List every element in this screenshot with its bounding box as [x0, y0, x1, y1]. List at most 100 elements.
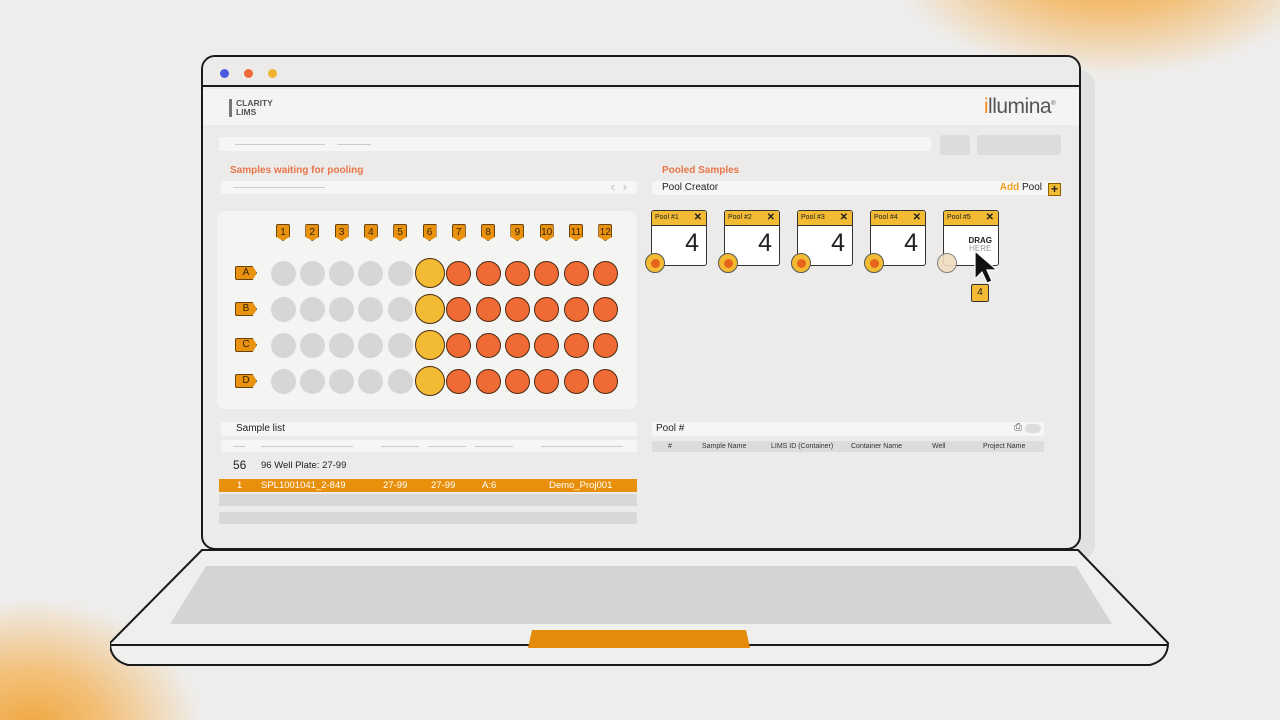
- well-B6[interactable]: [414, 294, 445, 324]
- well-A4[interactable]: [358, 260, 384, 286]
- well-A3[interactable]: [329, 260, 355, 286]
- pool-table-columns: # Sample Name LIMS ID (Container) Contai…: [652, 441, 1044, 452]
- well-B11[interactable]: [563, 296, 589, 322]
- maximize-dot[interactable]: [268, 69, 277, 78]
- pool-name: Pool #2: [728, 214, 752, 221]
- well-C5[interactable]: [387, 332, 413, 358]
- col-header: #: [668, 443, 672, 450]
- column-label-3[interactable]: 3: [334, 224, 349, 241]
- well-D5[interactable]: [387, 368, 413, 394]
- well-D11[interactable]: [563, 368, 589, 394]
- well-B7[interactable]: [446, 296, 472, 322]
- pool-card[interactable]: Pool #5 ✕ DRAG HERE: [943, 210, 999, 266]
- well-C7[interactable]: [446, 332, 472, 358]
- well-B8[interactable]: [475, 296, 501, 322]
- row-label-D[interactable]: D: [235, 374, 257, 388]
- well-D2[interactable]: [299, 368, 325, 394]
- well-B9[interactable]: [504, 296, 530, 322]
- column-label-12[interactable]: 12: [598, 224, 613, 241]
- well-B4[interactable]: [358, 296, 384, 322]
- row-label-B[interactable]: B: [235, 302, 257, 316]
- col-header: Sample Name: [702, 443, 747, 450]
- mouse-cursor-icon: [974, 249, 999, 284]
- well-C6[interactable]: [414, 330, 445, 360]
- well-A8[interactable]: [475, 260, 501, 286]
- well-C11[interactable]: [563, 332, 589, 358]
- well-B3[interactable]: [329, 296, 355, 322]
- well-C3[interactable]: [329, 332, 355, 358]
- well-C10[interactable]: [534, 332, 560, 358]
- well-D1[interactable]: [270, 368, 296, 394]
- toolbar-button[interactable]: [940, 135, 970, 155]
- print-icon[interactable]: ⎙: [1014, 422, 1022, 433]
- well-C2[interactable]: [299, 332, 325, 358]
- close-icon[interactable]: ✕: [693, 212, 702, 223]
- well-A9[interactable]: [504, 260, 530, 286]
- well-C1[interactable]: [270, 332, 296, 358]
- well-C12[interactable]: [592, 332, 618, 358]
- row-index: 1: [237, 480, 243, 491]
- column-label-8[interactable]: 8: [481, 224, 496, 241]
- well-D3[interactable]: [329, 368, 355, 394]
- logo-mark: [229, 99, 232, 117]
- row-label-C[interactable]: C: [235, 338, 257, 352]
- minimize-dot[interactable]: [244, 69, 253, 78]
- plate-name: 96 Well Plate: 27-99: [261, 460, 347, 471]
- sample-row-selected[interactable]: 1 SPL1001041_2-849 27-99 27-99 A:6 Demo_…: [219, 479, 637, 492]
- column-label-4[interactable]: 4: [363, 224, 378, 241]
- add-pool-link[interactable]: Add Pool: [999, 182, 1042, 193]
- close-icon[interactable]: ✕: [985, 212, 994, 223]
- well-A12[interactable]: [592, 260, 618, 286]
- plate-selector[interactable]: ‹ ›: [221, 179, 637, 194]
- drag-hint: DRAG: [968, 236, 992, 245]
- well-A7[interactable]: [446, 260, 472, 286]
- well-A1[interactable]: [270, 260, 296, 286]
- column-label-9[interactable]: 9: [510, 224, 525, 241]
- well-D7[interactable]: [446, 368, 472, 394]
- well-D6[interactable]: [414, 366, 445, 396]
- clarity-lims-logo: CLARITY LIMS: [236, 98, 273, 117]
- well-B1[interactable]: [270, 296, 296, 322]
- well-A10[interactable]: [534, 260, 560, 286]
- toolbar-button-wide[interactable]: [977, 135, 1061, 155]
- pool-table-title: Pool #: [656, 423, 685, 434]
- pool-card[interactable]: Pool #1 ✕ 4: [651, 210, 707, 266]
- pool-card[interactable]: Pool #2 ✕ 4: [724, 210, 780, 266]
- row-well: A:6: [482, 480, 497, 491]
- well-D10[interactable]: [534, 368, 560, 394]
- toggle-switch[interactable]: [1025, 424, 1041, 433]
- close-icon[interactable]: ✕: [839, 212, 848, 223]
- well-D8[interactable]: [475, 368, 501, 394]
- add-pool-plus-icon[interactable]: +: [1048, 183, 1061, 196]
- well-C9[interactable]: [504, 332, 530, 358]
- column-label-6[interactable]: 6: [422, 224, 437, 241]
- well-B5[interactable]: [387, 296, 413, 322]
- well-C8[interactable]: [475, 332, 501, 358]
- column-label-2[interactable]: 2: [305, 224, 320, 241]
- row-label-A[interactable]: A: [235, 266, 257, 280]
- well-D9[interactable]: [504, 368, 530, 394]
- well-B10[interactable]: [534, 296, 560, 322]
- column-label-7[interactable]: 7: [451, 224, 466, 241]
- well-A2[interactable]: [299, 260, 325, 286]
- well-A6[interactable]: [414, 258, 445, 288]
- well-D12[interactable]: [592, 368, 618, 394]
- well-A5[interactable]: [387, 260, 413, 286]
- well-B12[interactable]: [592, 296, 618, 322]
- column-label-10[interactable]: 10: [539, 224, 554, 241]
- well-D4[interactable]: [358, 368, 384, 394]
- well-B2[interactable]: [299, 296, 325, 322]
- drag-hint: HERE: [969, 244, 992, 253]
- sample-list-columns: [221, 440, 637, 452]
- column-label-1[interactable]: 1: [276, 224, 290, 241]
- close-icon[interactable]: ✕: [766, 212, 775, 223]
- prev-arrow-icon[interactable]: ‹: [610, 179, 615, 194]
- column-label-5[interactable]: 5: [393, 224, 408, 241]
- well-C4[interactable]: [358, 332, 384, 358]
- column-label-11[interactable]: 11: [569, 224, 583, 241]
- laptop-base: [110, 549, 1170, 666]
- next-arrow-icon[interactable]: ›: [622, 179, 627, 194]
- close-icon[interactable]: ✕: [912, 212, 921, 223]
- well-A11[interactable]: [563, 260, 589, 286]
- close-dot[interactable]: [220, 69, 229, 78]
